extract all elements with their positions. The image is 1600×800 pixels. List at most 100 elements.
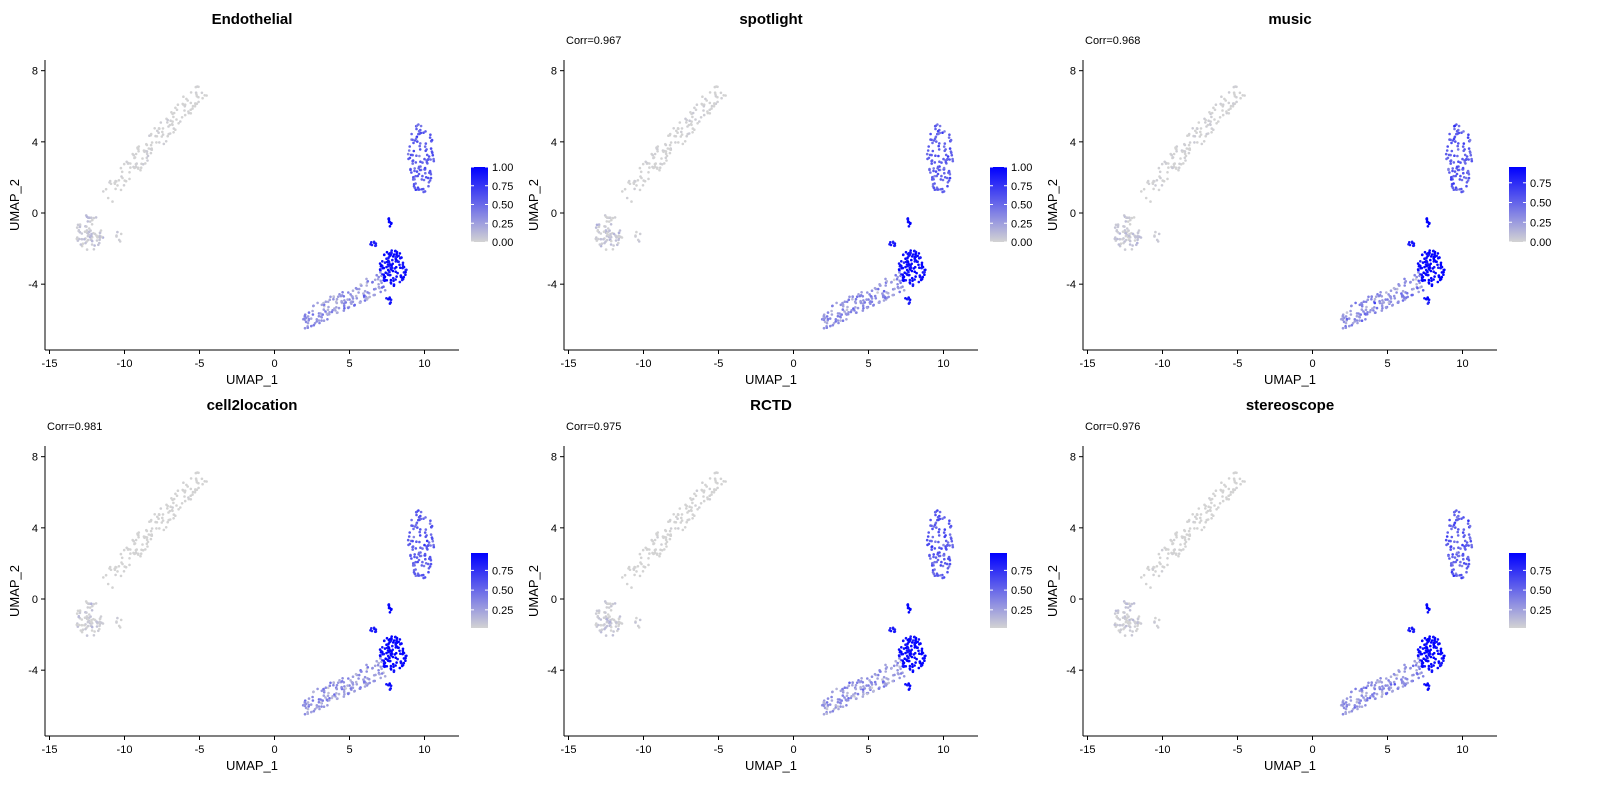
data-point bbox=[1241, 94, 1244, 97]
data-point bbox=[390, 221, 393, 225]
data-point bbox=[683, 526, 687, 529]
data-point bbox=[885, 280, 889, 283]
panel-title: RCTD bbox=[750, 397, 792, 414]
data-point bbox=[1175, 536, 1178, 539]
data-point bbox=[1360, 687, 1363, 691]
data-point bbox=[722, 94, 725, 97]
data-point bbox=[1360, 705, 1364, 708]
data-point bbox=[90, 609, 94, 612]
data-point bbox=[394, 656, 398, 659]
data-point bbox=[906, 683, 910, 687]
data-point bbox=[910, 269, 914, 273]
data-point bbox=[1220, 481, 1223, 485]
data-point bbox=[429, 519, 432, 522]
colorbar-tick-label: 0.25 bbox=[1011, 605, 1032, 617]
data-point bbox=[1406, 295, 1409, 299]
data-point bbox=[183, 499, 187, 503]
data-point bbox=[1428, 221, 1431, 225]
data-point bbox=[89, 620, 93, 624]
data-point bbox=[918, 256, 922, 259]
data-point bbox=[1133, 625, 1137, 628]
data-point bbox=[1115, 229, 1118, 233]
data-point bbox=[201, 482, 204, 486]
data-point bbox=[175, 494, 179, 498]
data-point bbox=[423, 552, 427, 556]
data-point bbox=[172, 517, 175, 520]
data-point bbox=[1455, 165, 1459, 169]
data-point bbox=[1450, 175, 1453, 179]
data-point bbox=[1210, 497, 1214, 501]
data-point bbox=[716, 100, 719, 104]
data-point bbox=[342, 295, 346, 298]
data-point bbox=[1199, 516, 1202, 520]
data-point bbox=[914, 638, 917, 642]
data-point bbox=[303, 700, 307, 704]
y-tick-label: 4 bbox=[32, 523, 38, 535]
data-point bbox=[1142, 187, 1146, 191]
data-point bbox=[194, 102, 197, 106]
data-point bbox=[1453, 513, 1456, 517]
data-point bbox=[638, 574, 642, 578]
data-point bbox=[930, 524, 933, 528]
data-point bbox=[1187, 143, 1191, 147]
data-point bbox=[1171, 542, 1175, 545]
data-point bbox=[931, 175, 934, 179]
data-point bbox=[1453, 154, 1456, 157]
data-point bbox=[647, 177, 650, 181]
data-point bbox=[925, 538, 929, 542]
data-point bbox=[946, 184, 949, 188]
data-point bbox=[1437, 256, 1441, 259]
data-point bbox=[943, 562, 947, 565]
data-point bbox=[868, 293, 871, 296]
data-point bbox=[841, 301, 844, 305]
data-point bbox=[837, 707, 840, 711]
data-point bbox=[388, 659, 391, 663]
data-point bbox=[385, 665, 389, 668]
data-point bbox=[1386, 684, 1389, 687]
data-point bbox=[161, 519, 165, 522]
data-point bbox=[1378, 685, 1381, 689]
y-tick-label: -4 bbox=[547, 279, 557, 291]
data-point bbox=[834, 318, 838, 321]
data-point bbox=[401, 261, 405, 265]
data-point bbox=[1367, 681, 1370, 685]
data-point bbox=[937, 554, 941, 558]
data-point bbox=[354, 286, 358, 290]
data-point bbox=[128, 563, 131, 567]
data-point bbox=[1344, 321, 1348, 325]
data-point bbox=[351, 289, 355, 293]
data-point bbox=[1206, 518, 1210, 521]
data-point bbox=[1449, 524, 1452, 528]
data-point bbox=[391, 276, 395, 280]
data-point bbox=[139, 552, 143, 555]
data-point bbox=[1221, 499, 1225, 503]
data-point bbox=[889, 241, 892, 244]
data-point bbox=[99, 229, 103, 232]
data-point bbox=[1183, 143, 1187, 147]
data-point bbox=[913, 278, 916, 281]
data-point bbox=[612, 244, 615, 247]
data-point bbox=[146, 154, 150, 158]
data-point bbox=[1449, 159, 1453, 162]
data-point bbox=[831, 709, 835, 713]
data-point bbox=[420, 574, 424, 577]
data-point bbox=[1117, 629, 1121, 632]
data-point bbox=[617, 617, 621, 621]
data-point bbox=[949, 524, 953, 528]
data-point bbox=[687, 123, 691, 127]
x-tick-label: -15 bbox=[1080, 744, 1096, 756]
data-point bbox=[901, 652, 905, 656]
y-tick-label: 0 bbox=[1070, 594, 1076, 606]
data-point bbox=[1409, 666, 1412, 670]
data-point bbox=[337, 306, 341, 310]
data-point bbox=[1149, 586, 1152, 589]
data-point bbox=[1391, 303, 1394, 307]
data-point bbox=[932, 167, 935, 170]
data-point bbox=[845, 694, 849, 698]
corr-subtitle: Corr=0.976 bbox=[1085, 421, 1140, 433]
data-point bbox=[942, 543, 945, 547]
data-point bbox=[1411, 241, 1414, 245]
data-point bbox=[1429, 276, 1433, 280]
data-point bbox=[388, 225, 392, 228]
data-point bbox=[826, 311, 830, 314]
